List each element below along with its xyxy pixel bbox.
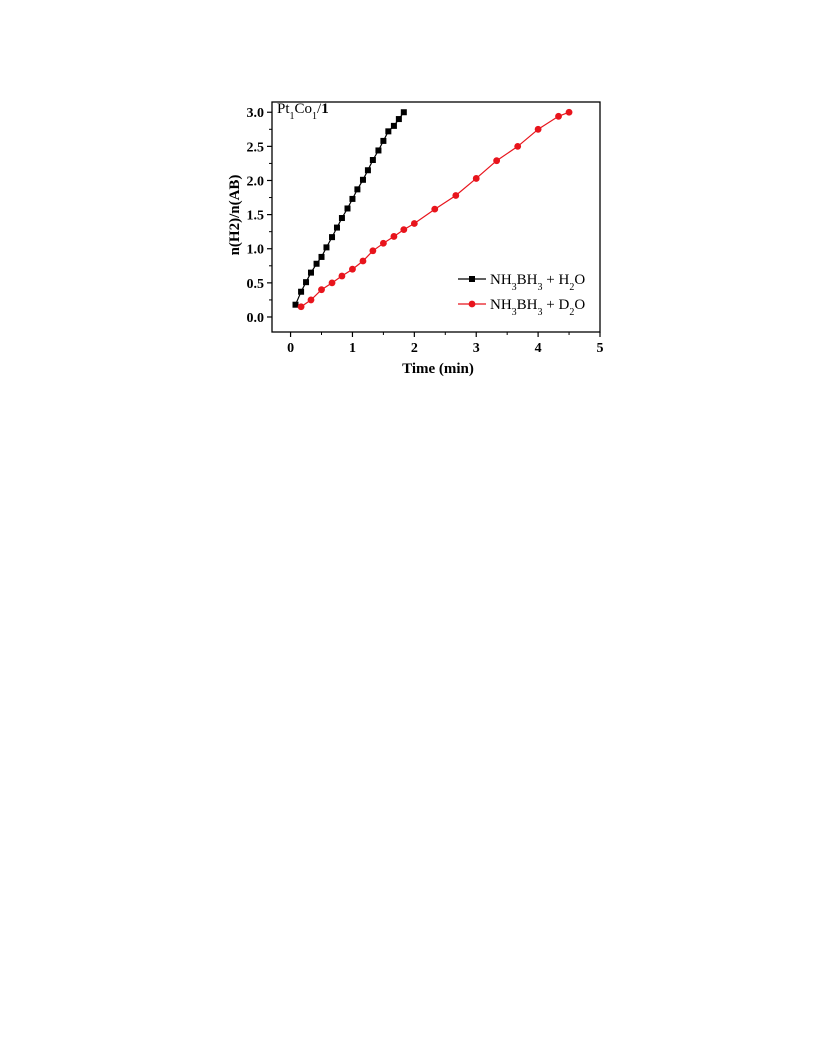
legend-label: NH3BH3 + H2O xyxy=(490,272,585,293)
data-point xyxy=(400,226,408,234)
text-run: 1 xyxy=(321,101,329,117)
x-axis-label: Time (min) xyxy=(402,361,474,377)
x-tick-label: 4 xyxy=(535,341,542,356)
data-point xyxy=(329,234,336,241)
data-point xyxy=(328,279,336,287)
series-line xyxy=(294,111,405,305)
subscript-text: 1 xyxy=(312,111,317,122)
data-point xyxy=(385,128,392,135)
data-point xyxy=(379,239,387,247)
data-point xyxy=(493,157,501,165)
x-tick-label: 2 xyxy=(411,341,418,356)
data-point xyxy=(298,288,305,295)
series-2 xyxy=(297,108,573,311)
y-tick-label: 1.0 xyxy=(247,243,265,258)
data-point xyxy=(369,247,377,255)
y-tick-label: 0.0 xyxy=(247,311,265,326)
x-tick-label: 5 xyxy=(597,341,604,356)
chart-annotation: Pt1Co1/1 xyxy=(277,101,329,122)
text-run: BH xyxy=(517,297,538,313)
text-run: NH xyxy=(490,272,512,288)
data-point xyxy=(297,303,305,311)
subscript-text: 3 xyxy=(538,282,543,293)
data-point xyxy=(514,142,522,150)
data-point xyxy=(565,108,573,116)
data-point xyxy=(307,269,314,276)
data-point xyxy=(534,125,542,133)
data-point xyxy=(323,244,330,251)
text-run: / xyxy=(317,101,322,117)
y-tick-label: 3.0 xyxy=(247,106,265,121)
legend-item-2: NH3BH3 + D2O xyxy=(458,297,585,318)
data-point xyxy=(333,224,340,231)
data-point xyxy=(390,122,397,129)
data-point xyxy=(390,233,398,240)
data-point xyxy=(452,192,460,199)
subscript-text: 3 xyxy=(512,282,517,293)
data-point xyxy=(364,167,371,174)
text-run: NH xyxy=(490,297,512,313)
data-point xyxy=(338,272,346,280)
text-run: Pt xyxy=(277,101,290,117)
data-point xyxy=(303,279,310,286)
series-layer xyxy=(292,108,573,311)
data-point xyxy=(344,205,351,212)
subscript-text: 3 xyxy=(512,307,517,318)
y-tick-label: 2.0 xyxy=(247,174,265,189)
data-point xyxy=(395,116,402,123)
text-run: + D xyxy=(543,297,570,313)
y-axis-label: n(H2)/n(AB) xyxy=(227,175,243,256)
data-point xyxy=(354,186,361,193)
text-run: O xyxy=(574,272,585,288)
data-point xyxy=(318,253,325,260)
legend-marker xyxy=(469,276,475,282)
x-tick-label: 1 xyxy=(349,341,356,356)
x-axis: 0 1 2 3 4 5 xyxy=(287,332,604,356)
text-run: Co xyxy=(295,101,313,117)
subscript-text: 3 xyxy=(538,307,543,318)
text-run: + H xyxy=(543,272,570,288)
text-run: O xyxy=(574,297,585,313)
data-point xyxy=(307,296,315,304)
y-tick-label: 0.5 xyxy=(247,277,265,292)
data-point xyxy=(472,175,480,182)
x-tick-label: 3 xyxy=(473,341,480,356)
data-point xyxy=(359,257,367,265)
x-tick-label: 0 xyxy=(287,341,294,356)
data-point xyxy=(292,301,299,308)
plot-border xyxy=(271,101,601,333)
legend-item-1: NH3BH3 + H2O xyxy=(458,272,585,293)
data-point xyxy=(359,176,366,183)
data-point xyxy=(349,195,356,202)
subscript-text: 1 xyxy=(290,111,295,122)
subscript-text: 2 xyxy=(569,307,574,318)
data-point xyxy=(375,147,382,154)
y-tick-label: 2.5 xyxy=(247,140,265,155)
data-point xyxy=(410,220,418,227)
data-point xyxy=(349,265,356,273)
subscript-text: 2 xyxy=(569,282,574,293)
data-point xyxy=(431,205,439,213)
data-point xyxy=(555,112,562,120)
data-point xyxy=(380,137,387,144)
data-point xyxy=(400,109,407,116)
y-axis: 0.0 0.5 1.0 1.5 2.0 2.5 3.0 xyxy=(247,106,272,326)
data-point xyxy=(318,286,325,294)
data-point xyxy=(369,157,376,164)
plot-frame xyxy=(271,101,601,333)
y-tick-label: 1.5 xyxy=(247,209,265,224)
data-point xyxy=(338,215,345,222)
series-1 xyxy=(292,109,407,308)
data-point xyxy=(313,260,320,267)
text-run: BH xyxy=(517,272,538,288)
legend-label: NH3BH3 + D2O xyxy=(490,297,585,318)
legend-marker xyxy=(468,300,476,308)
